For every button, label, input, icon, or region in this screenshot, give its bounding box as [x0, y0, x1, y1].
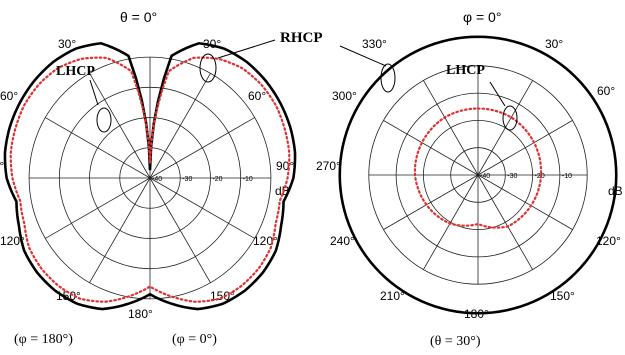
grid-spoke: [149, 117, 255, 179]
grid-spoke: [45, 117, 151, 179]
angle-label-a240: 240°: [330, 234, 355, 248]
series-lhcp-line: [413, 107, 543, 229]
grid-spoke: [45, 177, 151, 239]
angle-label-left_60: 60°: [0, 89, 18, 103]
lhcp-callout-ellipse: [502, 105, 518, 131]
caption-phi-180: (φ = 180°): [14, 332, 73, 347]
series-rhcp-line: [338, 35, 618, 315]
caption-phi-0: (φ = 0°): [172, 332, 217, 347]
grid-spoke: [477, 174, 533, 270]
grid-spoke: [149, 177, 255, 239]
grid-spoke: [89, 177, 151, 283]
ring-tick-label: -30: [507, 173, 517, 180]
ring-tick-label: -10: [562, 173, 572, 180]
right-top-angle-label: φ = 0°: [463, 9, 501, 25]
lhcp-callout-ellipse: [96, 107, 112, 133]
grid-spoke: [423, 174, 479, 270]
angle-label-a270: 270°: [316, 159, 341, 173]
ring-tick-label: -40: [480, 173, 490, 180]
angle-label-a30: 30°: [545, 37, 563, 51]
grid-spoke: [149, 177, 211, 283]
rhcp-callout-ellipse: [199, 53, 217, 83]
lhcp-callout-line: [489, 81, 506, 107]
angle-label-left_120: 120°: [0, 234, 25, 248]
ring-tick-label: -30: [182, 176, 192, 183]
series-rhcp-line: [3, 41, 297, 311]
lhcp-callout-line: [89, 79, 99, 106]
ring-tick-label: -10: [243, 176, 253, 183]
rhcp-callout-ellipse: [380, 63, 396, 93]
grid-spoke: [477, 120, 573, 176]
grid-spoke: [423, 80, 479, 176]
caption-theta-30: (θ = 30°): [430, 334, 481, 349]
right-polar-chart: -40 -30 -20 -10dB30°60°120°150°180°210°240°…: [316, 35, 623, 321]
angle-label-right_90: 90°: [276, 159, 294, 173]
ring-tick-label: -40: [152, 176, 162, 183]
angle-label-a210: 210°: [380, 289, 405, 303]
angle-label-left_30: 30°: [58, 37, 76, 51]
angle-label-a150: 150°: [550, 289, 575, 303]
rhcp-callout-line: [217, 39, 276, 59]
ring-tick-label: -20: [212, 176, 222, 183]
angle-label-left_90: 90°: [0, 159, 4, 173]
grid-spoke: [383, 120, 479, 176]
rhcp-callout-line: [339, 45, 387, 67]
angle-label-a60: 60°: [597, 84, 615, 98]
grid-spoke: [149, 73, 211, 179]
rhcp-annotation: RHCP: [280, 30, 323, 46]
lhcp-right-annotation: LHCP: [446, 63, 485, 78]
angle-label-bottom: 180°: [128, 307, 153, 321]
grid-spoke: [383, 174, 479, 230]
ring-tick-label: -20: [535, 173, 545, 180]
left-top-angle-label: θ = 0°: [120, 9, 157, 25]
lhcp-left-annotation: LHCP: [56, 64, 95, 79]
series-lhcp-line: [9, 56, 291, 303]
left-polar-chart: -40 -30 -20 -10dB30°60°90°120°150°180°150°1…: [0, 37, 297, 321]
grid-spoke: [89, 73, 151, 179]
angle-label-left_150: 150°: [56, 289, 81, 303]
angle-label-a330: 330°: [362, 37, 387, 51]
grid-spoke: [477, 174, 573, 230]
angle-label-right_60: 60°: [248, 89, 266, 103]
angle-label-a300: 300°: [332, 89, 357, 103]
